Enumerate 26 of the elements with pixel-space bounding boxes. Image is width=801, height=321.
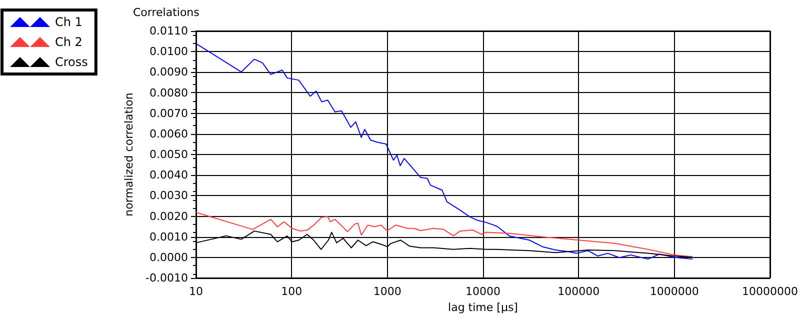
y-tick-label: 0.0090 <box>150 66 188 79</box>
y-tick-label: -0.0010 <box>146 272 188 284</box>
legend-label: Cross <box>55 55 88 69</box>
x-tick-label: 10000000 <box>742 285 798 298</box>
y-tick-label: 0.0020 <box>150 210 188 223</box>
y-tick-label: 0.0070 <box>150 106 188 120</box>
x-tick-label: 10 <box>189 285 203 298</box>
x-axis-title: lag time [µs] <box>448 301 518 314</box>
legend-label: Ch 2 <box>55 35 82 49</box>
y-tick-label: 0.0040 <box>150 168 188 182</box>
x-tick-label: 100000 <box>558 285 600 298</box>
y-tick-label: 0.0010 <box>150 230 188 244</box>
y-tick-label: 0.0060 <box>150 127 188 140</box>
x-tick-label: 100 <box>281 285 302 298</box>
chart-title: Correlations <box>133 6 200 19</box>
x-tick-label: 1000000 <box>650 285 699 298</box>
y-tick-label: 0.0110 <box>150 24 188 38</box>
y-tick-label: 0.0080 <box>150 86 188 100</box>
y-axis-title: normalized correlation <box>122 92 136 216</box>
y-tick-label: 0.0100 <box>150 45 188 58</box>
x-tick-label: 1000 <box>373 285 402 298</box>
y-tick-label: 0.0030 <box>150 189 188 202</box>
y-tick-label: 0.0050 <box>150 148 188 161</box>
legend-label: Ch 1 <box>55 15 82 29</box>
x-tick-label: 10000 <box>466 285 501 298</box>
y-tick-label: 0.0000 <box>150 250 188 264</box>
